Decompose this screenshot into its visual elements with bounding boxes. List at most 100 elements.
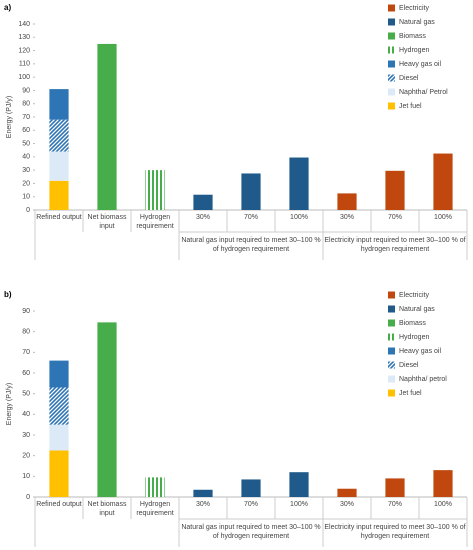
bar-segment [97, 322, 117, 497]
y-tick-label: 30 [22, 167, 30, 174]
x-tick-label: Hydrogen requirement [136, 214, 174, 230]
y-tick-label: 70 [22, 114, 30, 121]
y-tick-label: 20 [22, 453, 30, 460]
legend-swatch [388, 291, 395, 299]
y-tick-label: 70 [22, 349, 30, 356]
chart: a) Energy (PJ/y) 0 10 20 30 40 50 60 70 80 90 100 110… [4, 3, 468, 260]
y-axis-label: Energy (PJ/y) [6, 383, 13, 425]
panel: b) Energy (PJ/y) 0 10 20 30 40 50 60 70 80 90 Electr… [0, 287, 473, 549]
bar-segment [289, 157, 309, 210]
y-tick-label: 60 [22, 370, 30, 377]
legend-label: Diesel [399, 362, 419, 369]
y-tick-label: 80 [22, 101, 30, 108]
y-tick-label: 120 [18, 47, 30, 54]
x-tick-label: 70% [387, 501, 402, 508]
legend-swatch [388, 88, 395, 96]
bar-segment [49, 424, 69, 451]
bar-segment [433, 470, 453, 497]
bar-segment [241, 173, 261, 210]
legend-swatch [388, 305, 395, 313]
legend-label: Biomass [399, 320, 426, 327]
y-tick-label: 90 [22, 87, 30, 94]
bar-segment [49, 360, 69, 388]
x-tick-label: Net biomass input [87, 501, 127, 517]
x-tick-label: 70% [387, 214, 402, 221]
legend-label: Natural gas [399, 19, 435, 26]
y-tick-label: 50 [22, 391, 30, 398]
legend-label: Heavy gas oil [399, 61, 441, 68]
legend-swatch [388, 389, 395, 397]
x-tick-label: 100% [434, 501, 452, 508]
x-tick-label: 30% [195, 501, 210, 508]
legend-swatch [388, 375, 395, 383]
legend-swatch [388, 74, 395, 82]
y-tick-label: 130 [18, 34, 30, 41]
bar-segment [49, 387, 69, 425]
legend-swatch [388, 102, 395, 110]
y-tick-label: 40 [22, 411, 30, 418]
bar-segment [49, 180, 69, 210]
legend-label: Hydrogen [399, 47, 429, 54]
bar-segment [49, 119, 69, 152]
bar-segment [385, 478, 405, 497]
legend-label: Naphtha/ petrol [399, 376, 447, 383]
y-tick-label: 0 [26, 207, 30, 214]
bar-segment [193, 489, 213, 497]
y-tick-label: 100 [18, 74, 30, 81]
panel-label: a) [4, 3, 11, 12]
x-tick-label: 30% [339, 214, 354, 221]
legend-swatch [388, 32, 395, 40]
bar-segment [49, 89, 69, 120]
legend-label: Electricity [399, 292, 429, 299]
legend-label: Biomass [399, 33, 426, 40]
legend-swatch [388, 319, 395, 327]
group-label: Electricity input required to meet 30–10… [324, 524, 466, 540]
y-tick-label: 90 [22, 308, 30, 315]
y-tick-label: 20 [22, 180, 30, 187]
bar-segment [289, 472, 309, 497]
y-tick-label: 40 [22, 154, 30, 161]
x-tick-label: Refined output [36, 214, 82, 221]
group-label: Natural gas input required to meet 30–10… [181, 524, 321, 540]
legend-label: Heavy gas oil [399, 348, 441, 355]
x-tick-label: 70% [243, 501, 258, 508]
bar-segment [49, 450, 69, 497]
y-tick-label: 10 [22, 473, 30, 480]
y-tick-label: 140 [18, 21, 30, 28]
x-tick-label: 30% [339, 501, 354, 508]
x-tick-label: Hydrogen requirement [136, 501, 174, 517]
x-tick-label: 100% [434, 214, 452, 221]
legend-label: Jet fuel [399, 103, 422, 110]
panel-label: b) [4, 290, 12, 299]
legend-label: Naphtha/ Petrol [399, 89, 448, 96]
x-tick-label: 100% [290, 214, 308, 221]
y-tick-label: 30 [22, 432, 30, 439]
legend-label: Electricity [399, 5, 429, 12]
legend-swatch [388, 18, 395, 26]
bar-segment [145, 170, 165, 210]
x-tick-label: 30% [195, 214, 210, 221]
y-axis-label: Energy (PJ/y) [6, 96, 13, 138]
y-tick-label: 80 [22, 329, 30, 336]
chart: b) Energy (PJ/y) 0 10 20 30 40 50 60 70 80 90 Electr… [4, 290, 468, 547]
bar-segment [337, 488, 357, 497]
y-tick-label: 110 [19, 61, 30, 68]
legend-swatch [388, 361, 395, 369]
bar-segment [241, 479, 261, 497]
legend-swatch [388, 333, 395, 341]
legend-swatch [388, 347, 395, 355]
y-tick-label: 50 [22, 140, 30, 147]
legend-swatch [388, 4, 395, 12]
bar-segment [97, 43, 117, 210]
x-tick-label: 100% [290, 501, 308, 508]
bar-segment [433, 153, 453, 210]
x-tick-label: 70% [243, 214, 258, 221]
bar-segment [145, 477, 165, 497]
group-label: Electricity input required to meet 30–10… [324, 237, 466, 253]
bar-segment [385, 170, 405, 210]
legend-label: Diesel [399, 75, 419, 82]
bar-segment [193, 194, 213, 210]
bar-segment [337, 193, 357, 210]
x-tick-label: Net biomass input [87, 214, 127, 230]
